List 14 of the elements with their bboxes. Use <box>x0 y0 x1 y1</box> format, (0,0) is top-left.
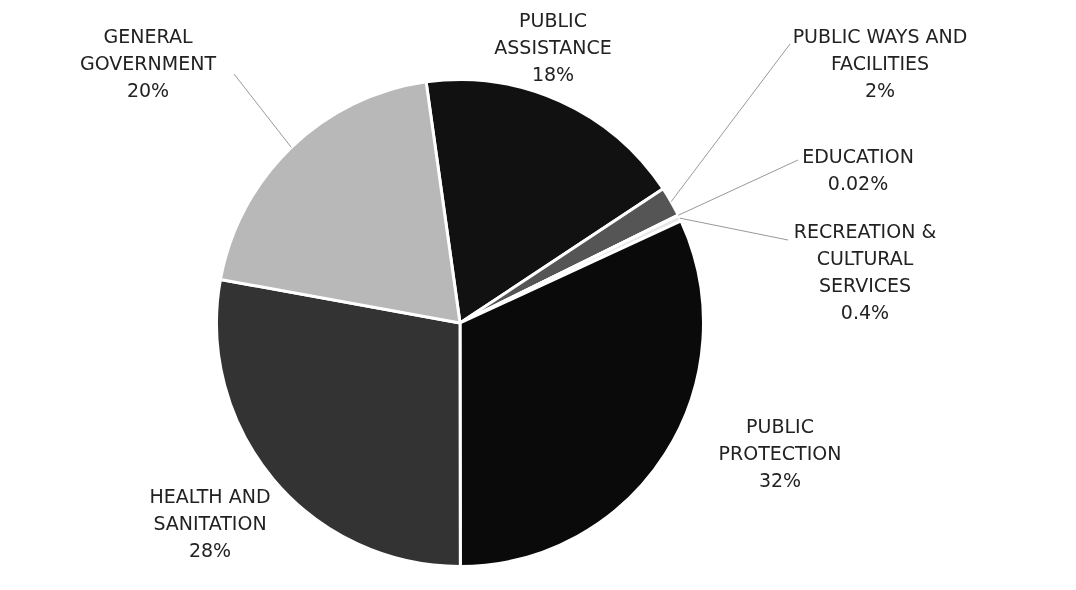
data-label: 28% <box>188 538 232 561</box>
data-label: 2% <box>864 78 896 101</box>
data-label: 0.02% <box>827 171 889 194</box>
slice-label: PUBLIC PROTECTION <box>718 414 842 464</box>
data-label: 20% <box>126 78 170 101</box>
data-label: 32% <box>758 468 802 491</box>
slice-label: RECREATION & CULTURAL SERVICES <box>793 219 937 296</box>
data-label: 18% <box>531 62 575 85</box>
slice-label: EDUCATION <box>802 144 914 167</box>
slice-label: GENERAL GOVERNMENT <box>80 24 217 74</box>
slice-label: PUBLIC ASSISTANCE <box>494 8 612 58</box>
slice-label: PUBLIC WAYS AND FACILITIES <box>792 24 968 74</box>
data-label: 0.4% <box>840 300 890 323</box>
slice-label: HEALTH AND SANITATION <box>149 484 271 534</box>
